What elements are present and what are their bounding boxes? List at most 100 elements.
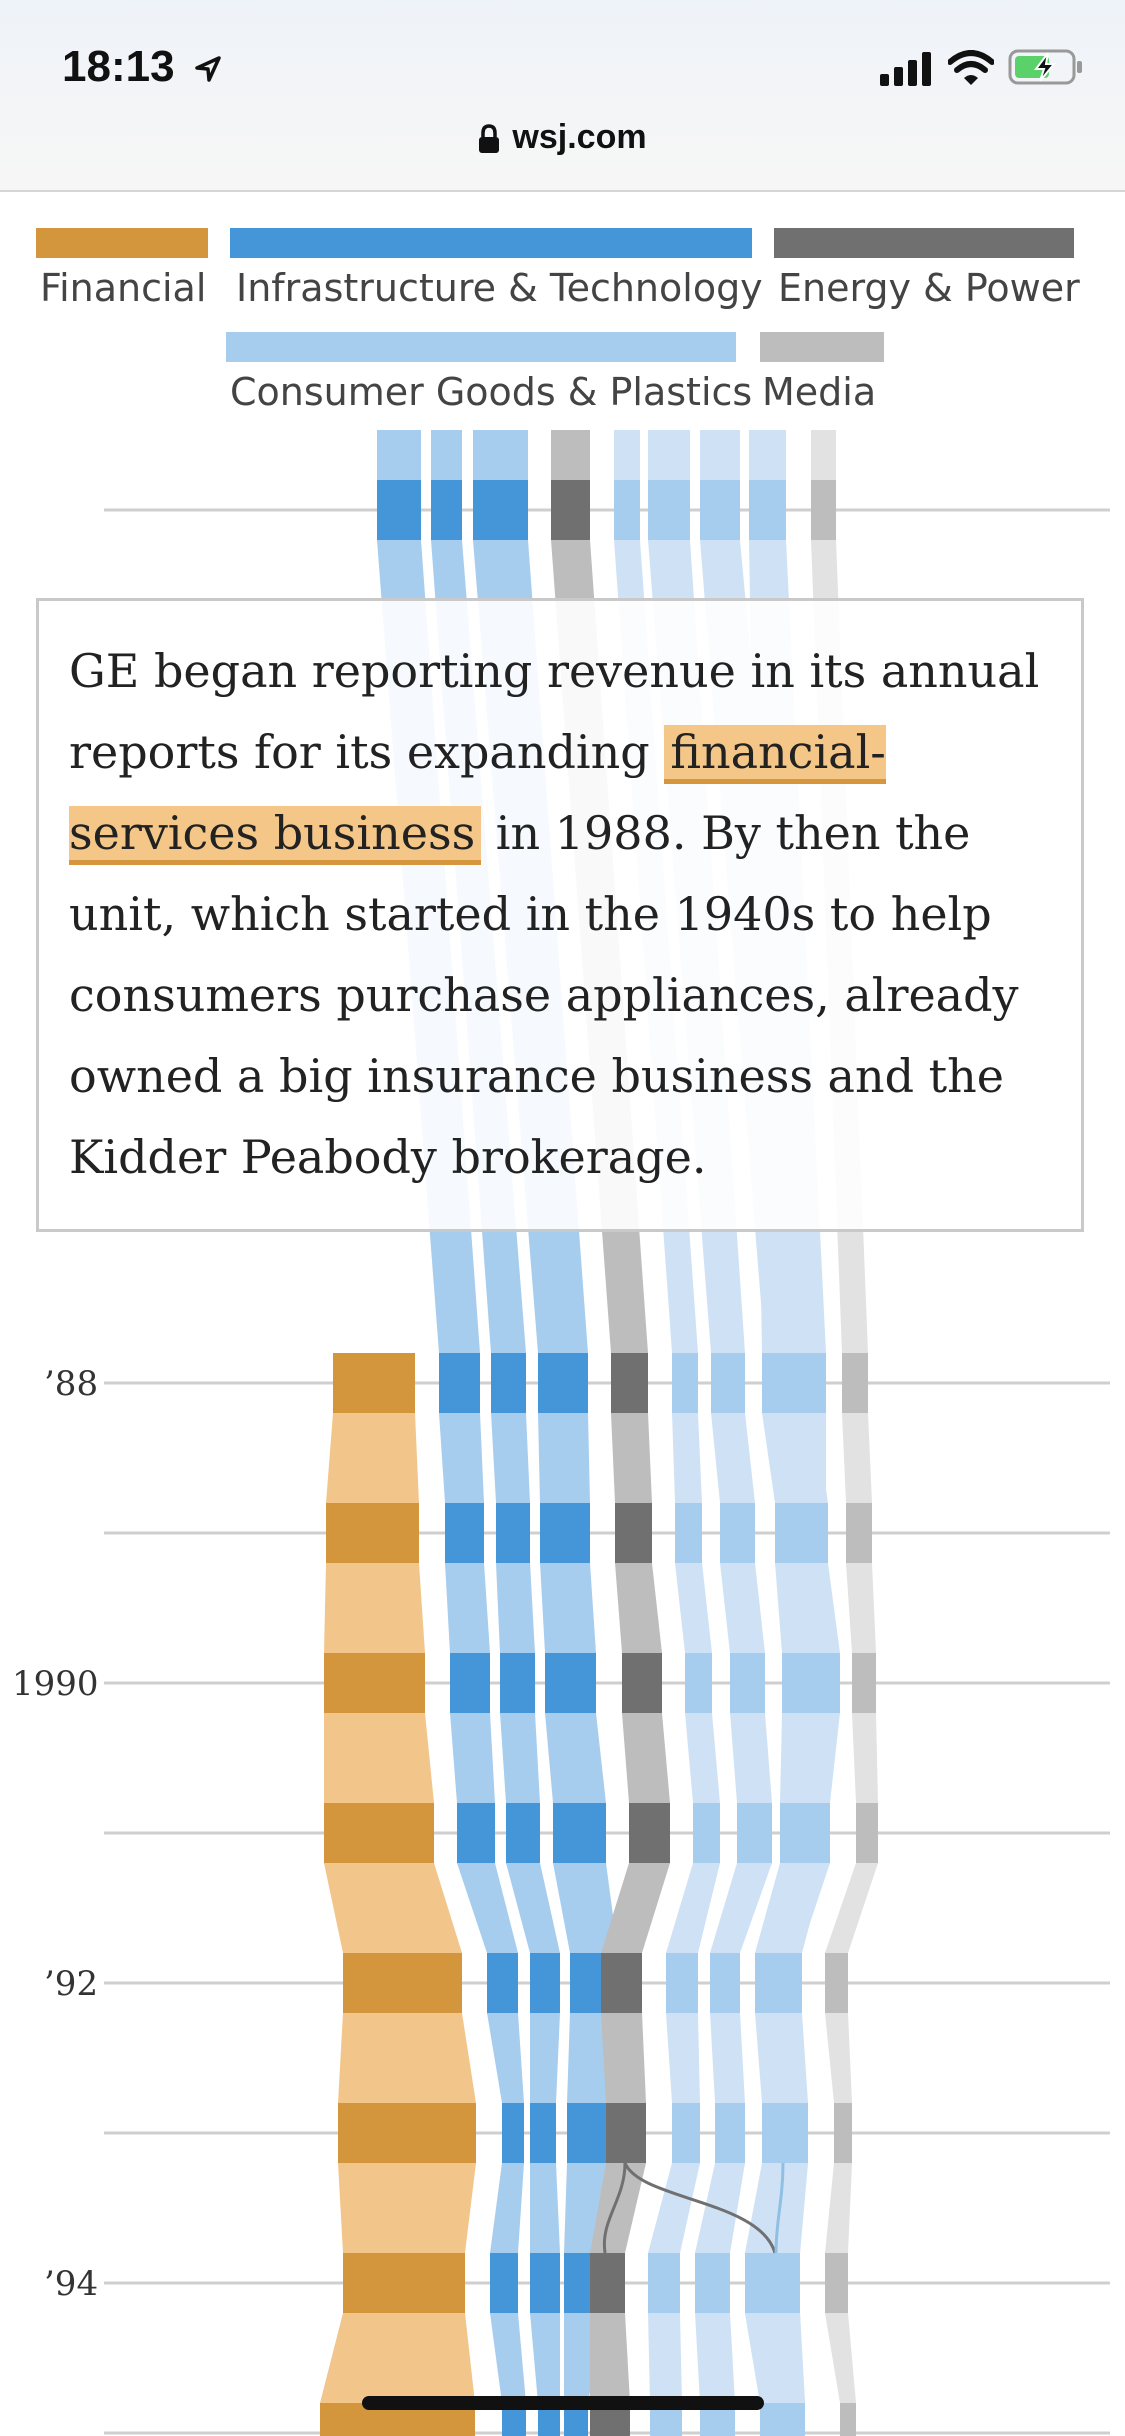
stream-infrastructure-3-ribbon [553,1863,618,1953]
stream-energy-ribbon [622,1713,670,1803]
legend-label-consumer: Consumer Goods & Plastics [230,370,753,414]
stream-infrastructure-3-block [473,480,528,540]
stream-infrastructure-1-ribbon [439,1413,484,1503]
stream-consumer-2-block [715,2103,745,2163]
year-label-88: ’88 [44,1364,99,1404]
legend-label-financial: Financial [40,266,207,310]
stream-energy-ribbon [601,1863,670,1953]
stream-consumer-2-block [737,1803,772,1863]
stream-infrastructure-2-block [506,1803,540,1863]
merge-line-consumer [774,2162,785,2254]
url-text: wsj.com [512,118,647,156]
stream-infrastructure-3-block [538,1353,588,1413]
stream-infrastructure-3-ribbon [545,1713,606,1803]
stream-financial-ribbon [320,2313,475,2403]
stream-infrastructure-2-ribbon [496,1563,535,1653]
legend-swatch-consumer [226,332,736,362]
status-bar: 18:13 wsj.com [0,0,1125,192]
year-label-1990: 1990 [12,1664,99,1704]
stream-energy-block [629,1803,670,1863]
merge-line-energy [602,2162,627,2254]
stream-consumer-2-block [720,1503,755,1563]
stream-infrastructure-1-block [487,1953,518,2013]
address-bar[interactable]: wsj.com [0,118,1125,157]
stream-media-block [834,2103,852,2163]
stream-consumer-1-block [672,2103,700,2163]
stream-energy-ribbon [601,2013,646,2103]
location-arrow-icon [195,56,221,83]
stream-consumer-4-block [760,2403,805,2436]
annotation-text-end: in 1988. By then the unit, which started… [69,806,1019,1184]
stream-infrastructure-1-block [490,2253,518,2313]
stream-energy-block [590,2253,625,2313]
stream-consumer-4-block [749,480,786,540]
stream-consumer-1-ribbon [648,2313,682,2403]
stream-energy-ribbon [615,1563,662,1653]
stream-energy-block [611,1353,648,1413]
stream-energy-block [551,480,590,540]
stream-media-ribbon [842,1413,872,1503]
stream-consumer-2-ribbon [710,2013,745,2103]
stream-financial-ribbon [324,1563,425,1653]
stream-media-tail [811,430,836,480]
stream-infrastructure-1-block [445,1503,484,1563]
stream-consumer-4-ribbon [755,1863,826,1953]
stream-infrastructure-2-ribbon [530,2163,560,2253]
stream-consumer-2-ribbon [720,1563,765,1653]
stream-financial-block [324,1803,434,1863]
stream-consumer-1-block [693,1803,720,1863]
stream-financial-ribbon [338,2163,476,2253]
stream-consumer-4-ribbon [775,1563,834,1653]
stream-infrastructure-2-ribbon [506,1863,560,1953]
wifi-icon [948,50,994,85]
stream-infrastructure-1-ribbon [490,2313,526,2403]
stream-media-block [846,1503,872,1563]
stream-financial-block [333,1353,415,1413]
stream-financial-block [343,1953,462,2013]
stream-financial-ribbon [326,1413,419,1503]
stream-consumer-1-ribbon [672,1413,702,1503]
stream-consumer-2-ribbon [730,1713,772,1803]
stream-media-block [825,2253,848,2313]
stream-consumer-3-tail [700,430,740,480]
stream-consumer-4-block [762,2103,808,2163]
stream-consumer-4-ribbon [755,2013,808,2103]
stream-infrastructure-2-ribbon [530,2013,560,2103]
stream-consumer-2-block [710,1953,740,2013]
stream-infrastructure-1-ribbon [457,1863,518,1953]
stream-consumer-4-block [780,1803,826,1863]
stream-financial-block [326,1503,419,1563]
stream-infrastructure-1-block [377,480,421,540]
stream-consumer-1-tail [614,430,640,480]
stream-media-ribbon [825,1863,878,1953]
stream-financial-block [343,2253,465,2313]
stream-consumer-2-tail [648,430,690,480]
stream-infrastructure-3-ribbon [538,1413,590,1503]
stream-consumer-2-block [730,1653,765,1713]
stream-infrastructure-1-block [439,1353,480,1413]
stream-consumer-4-block [782,1653,834,1713]
stream-infrastructure-2-ribbon [500,1713,540,1803]
stream-financial-ribbon [338,2013,476,2103]
stream-infrastructure-2-block [530,2103,556,2163]
stream-consumer-1-block [685,1653,712,1713]
stream-infrastructure-3-block [540,1503,590,1563]
stream-infrastructure-2-block [500,1653,535,1713]
stream-infrastructure-2-block [496,1503,530,1563]
stream-consumer-2-ribbon [710,1863,772,1953]
stream-infrastructure-3-block [567,2103,610,2163]
stream-media-block [852,1653,876,1713]
stream-infrastructure-3-block [545,1653,596,1713]
stream-consumer-2-block [695,2253,730,2313]
stream-consumer-1-ribbon [675,1563,712,1653]
stream-consumer-1-ribbon [648,2163,700,2253]
stream-consumer-1-ribbon [666,2013,700,2103]
legend-swatch-energy [774,228,1074,258]
stream-consumer-4-block [745,2253,800,2313]
stream-media-block [840,2403,856,2436]
stream-infrastructure-1-block [502,2103,524,2163]
stream-financial-block [338,2103,476,2163]
stream-financial-block [324,1653,425,1713]
stream-consumer-2-block [648,480,690,540]
stream-infrastructure-1-ribbon [487,2013,524,2103]
